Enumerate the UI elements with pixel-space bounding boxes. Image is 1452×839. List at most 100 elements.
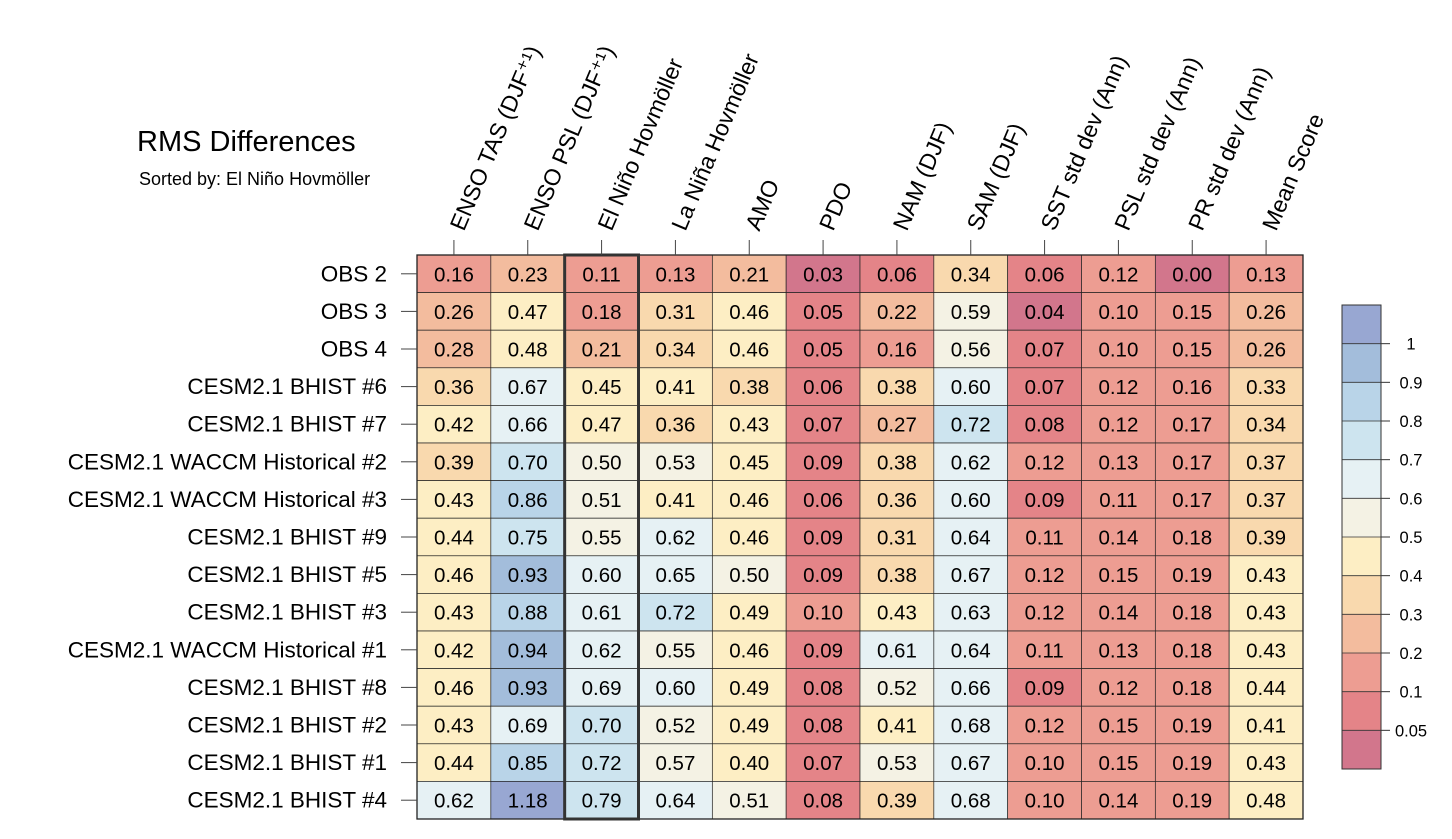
cell-value-label: 0.64 [951,639,991,662]
cell-value-label: 0.60 [655,677,695,700]
cell-value-label: 0.43 [434,489,474,512]
row-label-obs-4: OBS 4 [321,337,387,362]
cell-value-label: 0.21 [582,339,622,362]
cell-value-label: 0.93 [508,564,548,587]
cell-value-label: 0.06 [1025,263,1065,286]
cell-value-label: 0.46 [729,339,769,362]
cell-value-label: 1.18 [508,790,548,813]
row-label-cesm21-bhist-4: CESM2.1 BHIST #4 [187,788,387,813]
heatmap-cell [1228,367,1304,406]
cell-value-label: 0.09 [803,451,843,474]
heatmap-cell [1081,442,1156,481]
cell-value-label: 0.38 [877,451,917,474]
row-label-cesm21-bhist-1: CESM2.1 BHIST #1 [187,750,387,775]
heatmap-cell [1154,254,1230,293]
heatmap-cell [638,329,713,369]
cell-value-label: 0.10 [1025,790,1065,813]
cell-value-label: 0.46 [434,564,474,587]
heatmap-cell [711,555,787,594]
heatmap-cell [933,705,1009,745]
heatmap-cell [711,743,787,782]
cell-value-label: 0.50 [582,451,622,474]
colorbar-tick-label: 0.3 [1400,606,1423,624]
cell-value-label: 0.08 [803,790,843,813]
heatmap-cell [785,442,861,481]
cell-value-label: 0.19 [1172,752,1212,775]
colorbar-segment [1342,691,1381,731]
cell-value-label: 0.34 [951,263,991,286]
heatmap-cell [490,517,566,557]
cell-value-label: 0.43 [1246,602,1286,625]
cell-value-label: 0.17 [1172,489,1212,512]
heatmap-cell [711,705,787,745]
cell-value-label: 0.45 [729,451,769,474]
heatmap-cell [1228,329,1304,369]
cell-value-label: 0.43 [434,715,474,738]
heatmap-cell [785,743,861,782]
cell-value-label: 0.72 [655,602,695,625]
cell-value-label: 0.09 [803,564,843,587]
cell-value-label: 0.60 [951,376,991,399]
colorbar-segment [1342,343,1381,383]
heatmap-cell [1228,442,1304,481]
heatmap-cell [564,517,639,557]
cell-value-label: 0.36 [434,376,474,399]
heatmap-cell [564,292,639,331]
cell-value-label: 0.64 [655,790,695,813]
heatmap-cell [638,593,713,632]
cell-value-label: 0.07 [803,414,843,437]
heatmap-cell [1007,442,1082,481]
colorbar-tick-label: 0.7 [1400,452,1423,470]
heatmap-cell [564,555,639,594]
cell-value-label: 0.75 [508,527,548,550]
cell-value-label: 0.36 [655,414,695,437]
cell-value-label: 0.57 [655,752,695,775]
heatmap-cell [638,292,713,331]
colorbar-tick-label: 0.2 [1400,645,1423,663]
cell-value-label: 0.62 [951,451,991,474]
colorbar-segment [1342,730,1381,769]
heatmap-cell [638,743,713,782]
cell-value-label: 0.06 [877,263,917,286]
cell-value-label: 0.65 [655,564,695,587]
cell-value-label: 0.85 [508,752,548,775]
cell-value-label: 0.09 [803,527,843,550]
cell-value-label: 0.55 [655,639,695,662]
heatmap-cell [1154,367,1230,406]
heatmap-cell [933,292,1009,331]
heatmap-cell [933,405,1009,444]
heatmap-cell [785,781,861,820]
heatmap-cell [564,743,639,782]
cell-value-label: 0.28 [434,339,474,362]
cell-value-label: 0.43 [1246,752,1286,775]
heatmap-cell [1154,480,1230,519]
heatmap-cell [711,442,787,481]
cell-value-label: 0.07 [1025,376,1065,399]
colorbar-segment [1342,575,1381,615]
cell-value-label: 0.43 [1246,639,1286,662]
heatmap-cell [933,480,1009,519]
cell-value-label: 0.48 [1246,790,1286,813]
heatmap-cell [638,781,713,820]
heatmap-cell [564,480,639,519]
heatmap-cell [1154,329,1230,369]
heatmap-cell [711,329,787,369]
heatmap-cell [859,781,935,820]
cell-value-label: 0.10 [1098,339,1138,362]
cell-value-label: 0.18 [1172,639,1212,662]
cell-value-label: 0.12 [1025,715,1065,738]
cell-value-label: 0.11 [582,263,620,286]
row-label-obs-3: OBS 3 [321,299,387,324]
cell-value-label: 0.66 [951,677,991,700]
cell-value-label: 0.04 [1025,301,1065,324]
cell-value-label: 0.49 [729,677,769,700]
heatmap-cell [1154,705,1230,745]
row-label-cesm21-bhist-6: CESM2.1 BHIST #6 [187,374,387,399]
cell-value-label: 0.41 [655,489,695,512]
cell-value-label: 0.19 [1172,715,1212,738]
cell-value-label: 0.15 [1172,339,1212,362]
cell-value-label: 0.36 [877,489,917,512]
heatmap-cell [859,593,935,632]
cell-value-label: 0.18 [1172,527,1212,550]
heatmap-cell [859,329,935,369]
